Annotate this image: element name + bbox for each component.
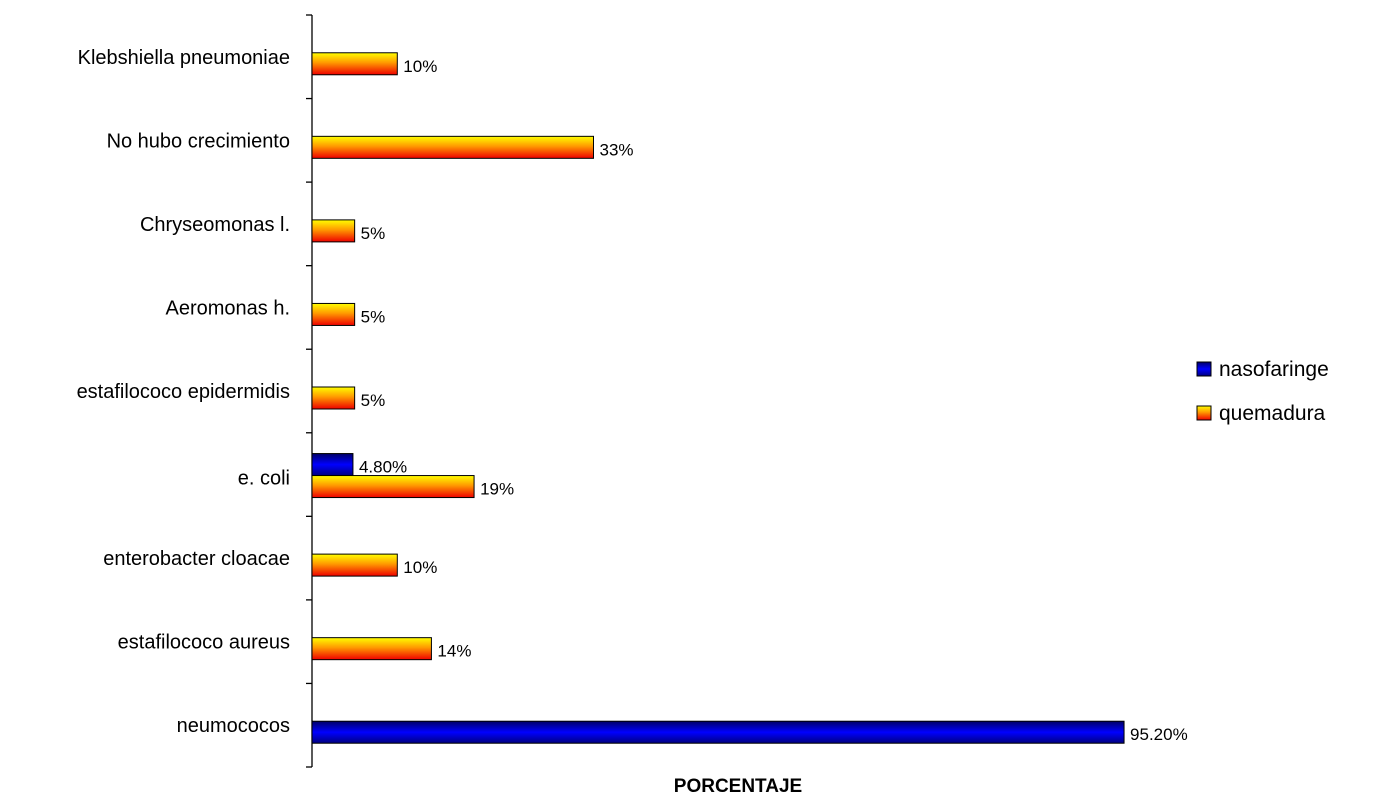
legend-label-quemadura: quemadura	[1219, 402, 1326, 425]
legend-swatch-nasofaringe	[1196, 361, 1212, 377]
x-axis-title: PORCENTAJE	[674, 776, 802, 797]
bar-quemadura-aeromonas-h	[311, 302, 356, 326]
category-label-aeromonas-h: Aeromonas h.	[165, 297, 290, 319]
data-label-quemadura-chryseomonas-l: 5%	[361, 224, 386, 243]
category-label-chryseomonas-l: Chryseomonas l.	[140, 214, 290, 236]
category-labels: Klebshiella pneumoniae No hubo crecimient…	[77, 47, 290, 737]
data-label-nasofaringe-e-coli: 4.80%	[359, 458, 407, 477]
category-label-estafilococo-aureus: estafilococo aureus	[118, 632, 290, 654]
bar-quemadura-estafilococo-aureus	[311, 637, 432, 661]
y-axis	[306, 14, 313, 768]
data-labels: 10% 33% 5% 5% 5% 4.80% 19% 10% 14% 95.20%	[359, 57, 1188, 744]
bar-quemadura-estafilococo-epidermidis	[311, 386, 356, 410]
category-label-no-hubo-crecimiento: No hubo crecimiento	[107, 130, 290, 152]
data-label-quemadura-aeromonas-h: 5%	[361, 307, 386, 326]
legend: nasofaringe quemadura	[1196, 358, 1329, 425]
legend-label-nasofaringe: nasofaringe	[1219, 358, 1329, 381]
bar-nasofaringe-neumococos	[311, 720, 1125, 744]
category-label-e-coli: e. coli	[238, 468, 290, 490]
bar-quemadura-no-hubo-crecimiento	[311, 135, 594, 159]
data-label-nasofaringe-neumococos: 95.20%	[1130, 725, 1188, 744]
data-label-quemadura-estafilococo-epidermidis: 5%	[361, 391, 386, 410]
category-label-estafilococo-epidermidis: estafilococo epidermidis	[77, 381, 290, 403]
data-label-quemadura-no-hubo-crecimiento: 33%	[599, 140, 633, 159]
data-label-quemadura-klebshiella-pneumoniae: 10%	[403, 57, 437, 76]
bars	[311, 52, 1125, 744]
data-label-quemadura-e-coli: 19%	[480, 480, 514, 499]
bar-quemadura-e-coli	[311, 475, 475, 499]
category-label-neumococos: neumococos	[177, 715, 290, 737]
category-label-enterobacter-cloacae: enterobacter cloacae	[103, 548, 290, 570]
bar-quemadura-chryseomonas-l	[311, 219, 356, 243]
bar-quemadura-enterobacter-cloacae	[311, 553, 398, 577]
bar-nasofaringe-e-coli	[311, 453, 354, 477]
data-label-quemadura-enterobacter-cloacae: 10%	[403, 558, 437, 577]
category-label-klebshiella-pneumoniae: Klebshiella pneumoniae	[78, 47, 290, 69]
legend-swatch-quemadura	[1196, 405, 1212, 421]
data-label-quemadura-estafilococo-aureus: 14%	[437, 642, 471, 661]
bar-quemadura-klebshiella-pneumoniae	[311, 52, 398, 76]
